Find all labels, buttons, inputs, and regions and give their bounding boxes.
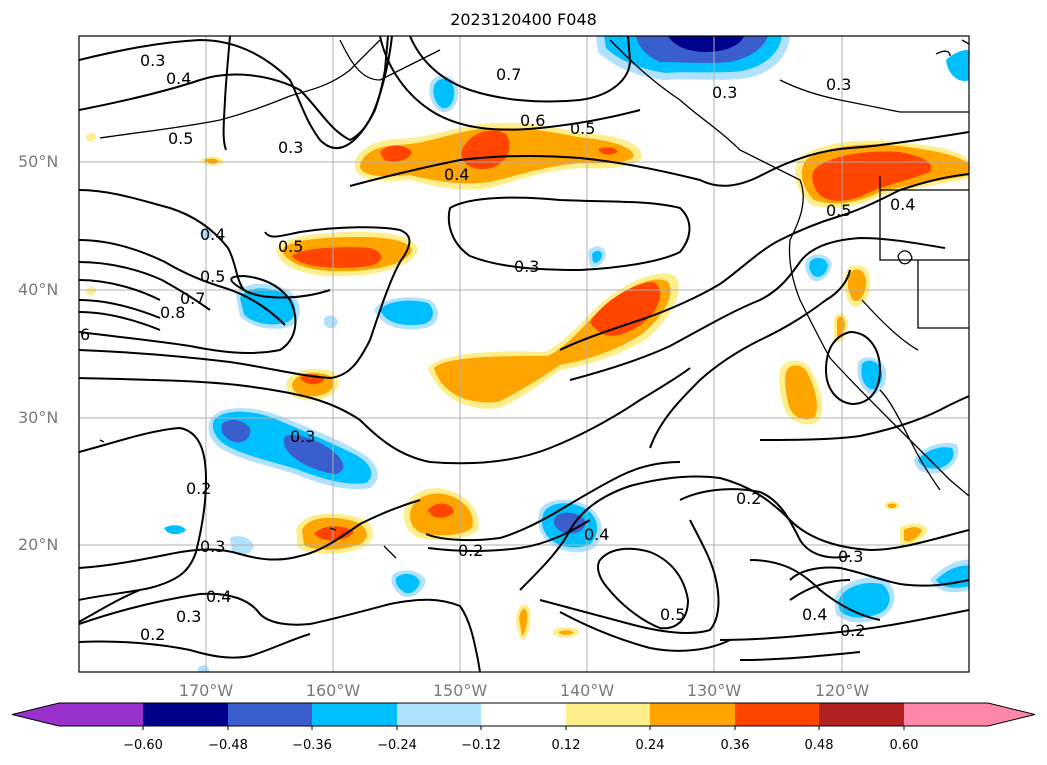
contour-label: 0.3 (176, 607, 201, 626)
colorbar-segment (228, 703, 312, 726)
lon-label: 120°W (814, 681, 870, 700)
contour-label: 0.3 (140, 51, 165, 70)
coastlines (99, 39, 969, 559)
lon-label: 140°W (559, 681, 615, 700)
colorbar-tick-label: 0.36 (720, 738, 750, 753)
colorbar-tick-label: −0.24 (377, 738, 417, 753)
contour-label: 0.3 (200, 537, 225, 556)
colorbar-segment (481, 703, 566, 726)
contour-label: 0.2 (140, 625, 165, 644)
map-frame (78, 35, 970, 673)
contour-label: 0.7 (180, 289, 205, 308)
colorbar-tick-label: −0.48 (208, 738, 248, 753)
map-title: 2023120400 F048 (450, 10, 597, 29)
contour-label: 0.4 (444, 165, 469, 184)
colorbar-segment (397, 703, 481, 726)
lat-label: 30°N (18, 408, 59, 427)
contour-label: 0.8 (160, 303, 185, 322)
contour-label: 0.5 (278, 237, 303, 256)
negative-anomaly-regions (164, 36, 969, 672)
colorbar-segment (819, 703, 904, 726)
contour-label: 0.7 (496, 65, 521, 84)
colorbar-extend-min (12, 703, 59, 726)
colorbar-segment (312, 703, 397, 726)
contour-label: 0.6 (520, 111, 545, 130)
contour-label: 0.3 (514, 257, 539, 276)
contour-label: 0.4 (802, 605, 827, 624)
shaded-field-layer (86, 36, 969, 672)
lon-label: 170°W (178, 681, 234, 700)
contour-label: 0.2 (186, 479, 211, 498)
map-gridlines (79, 36, 969, 672)
contour-label: 0.2 (458, 541, 483, 560)
colorbar-tick-label: −0.12 (461, 738, 501, 753)
colorbar-outline (11, 702, 1036, 727)
colorbar-segment (143, 703, 228, 726)
contour-label: 0.3 (290, 427, 315, 446)
lat-label: 20°N (18, 535, 59, 554)
contour-label: 0.3 (278, 138, 303, 157)
colorbar (11, 702, 1036, 730)
contour-label: 0.5 (200, 267, 225, 286)
contour-label: 0.4 (166, 69, 191, 88)
colorbar-tick-label: 0.48 (804, 738, 834, 753)
colorbar-tick-label: 0.12 (551, 738, 581, 753)
colorbar-tick-label: −0.36 (292, 738, 332, 753)
contour-label: 0.4 (200, 225, 225, 244)
contour-label: 0.5 (168, 129, 193, 148)
colorbar-segment (59, 703, 143, 726)
contour-lines (79, 36, 969, 672)
lon-label: 160°W (305, 681, 361, 700)
lat-label: 40°N (18, 280, 59, 299)
colorbar-tick-label: −0.60 (123, 738, 163, 753)
colorbar-extend-max (988, 703, 1035, 726)
colorbar-tick-label: 0.24 (635, 738, 665, 753)
contour-label: 0.2 (840, 621, 865, 640)
contour-label: 0.5 (660, 605, 685, 624)
contour-label: 0.2 (736, 489, 761, 508)
contour-label: 0.5 (570, 119, 595, 138)
colorbar-tick-label: 0.60 (889, 738, 919, 753)
lat-label: 50°N (18, 152, 59, 171)
colorbar-segment (566, 703, 650, 726)
contour-label: 6 (80, 325, 90, 344)
contour-label: 0.4 (584, 525, 609, 544)
contour-label: 0.5 (826, 201, 851, 220)
lon-label: 130°W (686, 681, 742, 700)
contour-labels: 0.3 0.4 0.5 0.3 0.7 0.6 0.5 0.3 0.3 0.4 … (80, 51, 915, 644)
contour-label: 0.4 (206, 587, 231, 606)
contour-label: 0.3 (712, 83, 737, 102)
contour-label: 0.3 (838, 547, 863, 566)
lon-label: 150°W (432, 681, 488, 700)
colorbar-segment (650, 703, 735, 726)
colorbar-segment (735, 703, 819, 726)
contour-label: 0.4 (890, 195, 915, 214)
positive-anomaly-regions (86, 122, 969, 640)
colorbar-segment (904, 703, 988, 726)
contour-label: 0.3 (826, 75, 851, 94)
